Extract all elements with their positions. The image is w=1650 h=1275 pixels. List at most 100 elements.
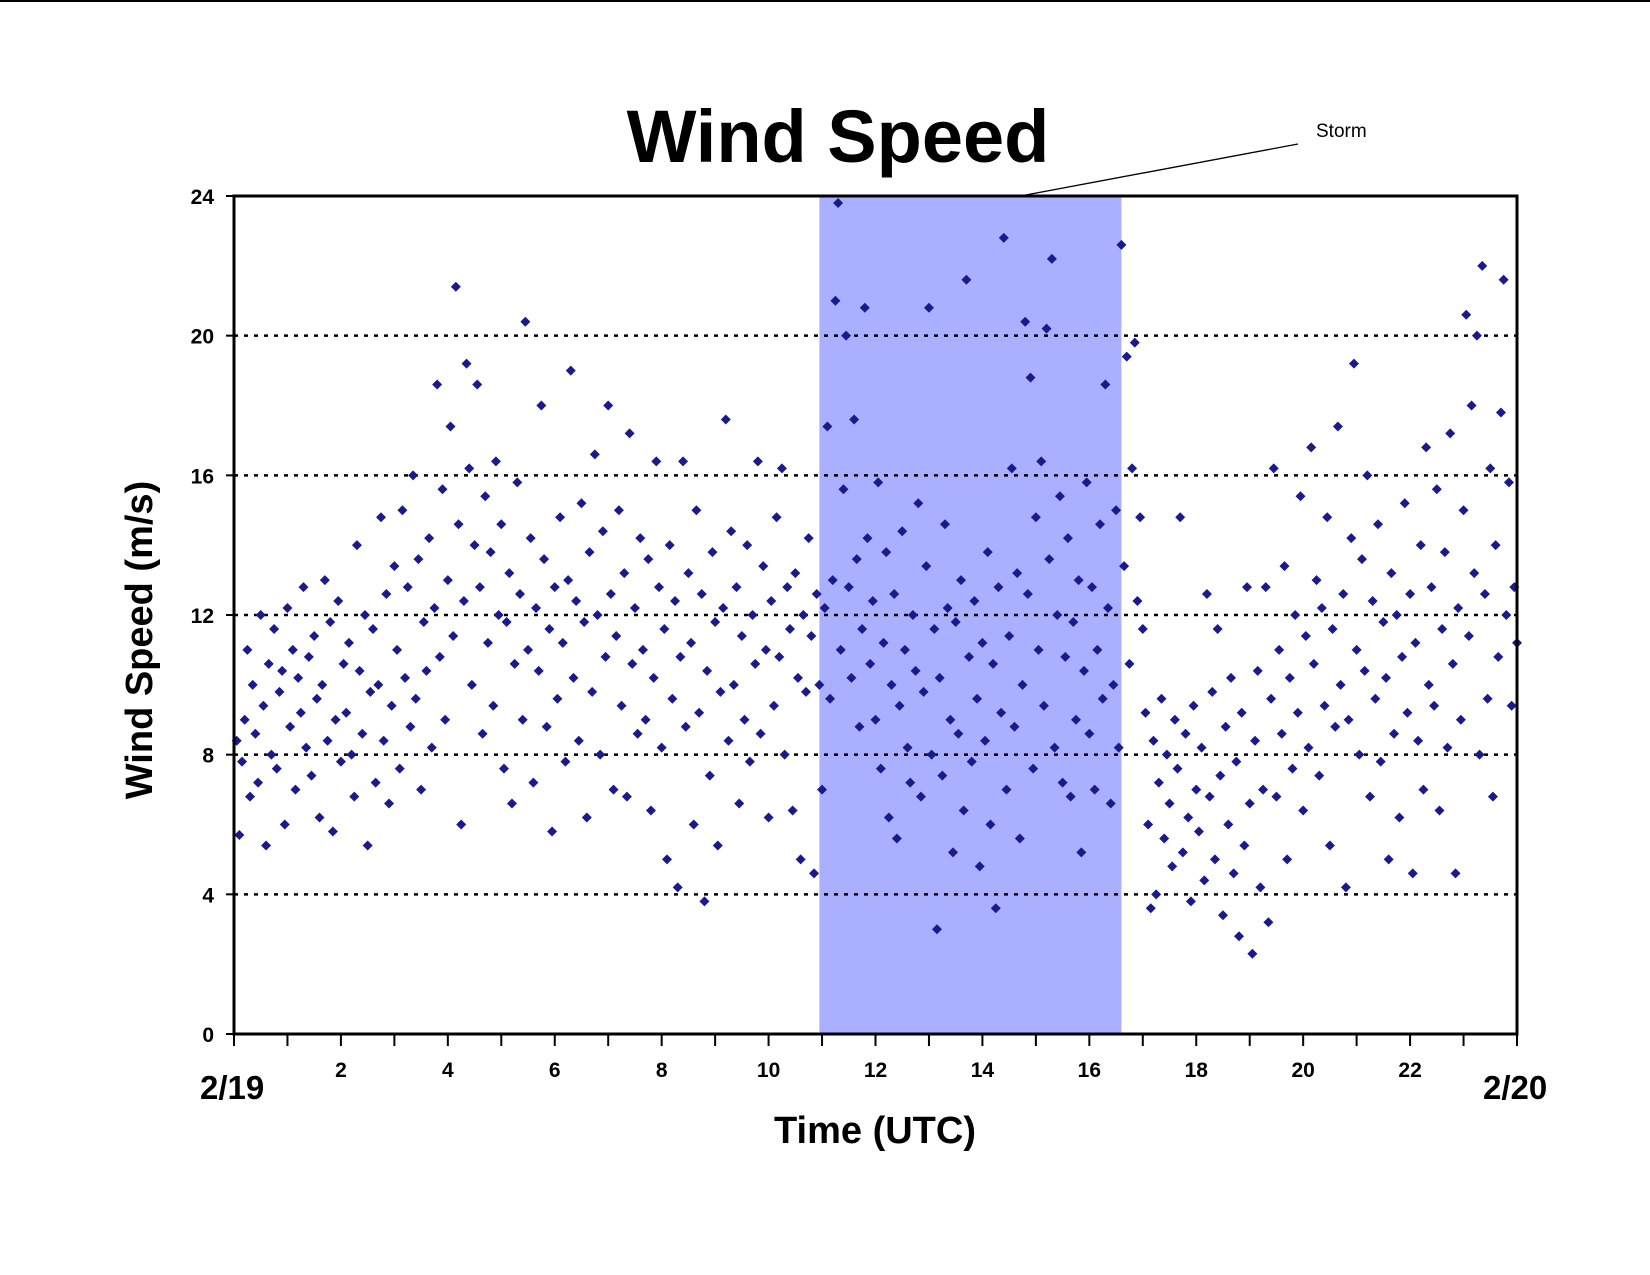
data-point	[1030, 512, 1041, 523]
y-tick-label-12: 12	[191, 605, 214, 628]
data-point	[1311, 575, 1322, 586]
x-start-date-label: 2/19	[200, 1069, 264, 1106]
data-point	[734, 798, 745, 809]
data-point	[343, 637, 354, 648]
data-point	[335, 756, 346, 767]
data-point	[426, 742, 437, 753]
data-point	[485, 547, 496, 558]
data-point	[1038, 700, 1049, 711]
data-point	[1006, 463, 1017, 474]
data-point	[1073, 575, 1084, 586]
data-point	[1113, 742, 1124, 753]
data-point	[1076, 847, 1087, 858]
data-point	[873, 477, 884, 488]
data-point	[803, 533, 814, 544]
data-point	[509, 658, 520, 669]
data-point	[293, 672, 304, 683]
data-point	[432, 379, 443, 390]
data-point	[555, 512, 566, 523]
data-point	[394, 763, 405, 774]
data-point	[1052, 610, 1063, 620]
data-point	[1322, 512, 1333, 523]
data-point	[552, 693, 563, 704]
data-point	[643, 554, 654, 565]
data-point	[795, 854, 806, 865]
data-point	[1220, 721, 1231, 732]
data-point	[985, 819, 996, 830]
data-point	[694, 707, 705, 718]
data-point	[704, 770, 715, 781]
gridlines	[234, 334, 1517, 896]
data-point	[768, 700, 779, 711]
data-point	[966, 756, 977, 767]
chart-title: Wind Speed	[627, 95, 1050, 178]
data-point	[295, 707, 306, 718]
data-point	[405, 721, 416, 732]
data-point	[1017, 679, 1028, 690]
data-point	[891, 833, 902, 844]
data-point	[667, 693, 678, 704]
data-point	[889, 589, 900, 600]
data-point	[1111, 505, 1122, 516]
data-point	[1092, 644, 1103, 655]
data-point	[397, 505, 408, 516]
data-point	[359, 610, 370, 620]
data-point	[629, 603, 640, 614]
data-point	[875, 763, 886, 774]
data-point	[434, 651, 445, 662]
data-point	[1445, 428, 1456, 439]
data-point	[605, 589, 616, 600]
data-point	[958, 805, 969, 816]
data-point	[1324, 840, 1335, 851]
data-point	[635, 533, 646, 544]
data-point	[1295, 491, 1306, 502]
data-point	[894, 700, 905, 711]
x-tick-label-10: 10	[757, 1059, 780, 1082]
data-point	[977, 637, 988, 648]
data-point	[1097, 693, 1108, 704]
data-point	[1145, 903, 1156, 914]
data-point	[330, 714, 341, 725]
data-point	[782, 582, 793, 593]
data-point	[531, 603, 542, 614]
data-point	[1266, 693, 1277, 704]
data-point	[445, 421, 456, 432]
data-point	[854, 721, 865, 732]
data-point	[311, 693, 322, 704]
data-point	[1100, 379, 1111, 390]
data-point	[1506, 700, 1517, 711]
data-point	[1386, 568, 1397, 579]
data-point	[253, 777, 264, 788]
data-point	[1482, 693, 1493, 704]
data-point	[1495, 407, 1506, 418]
data-point	[728, 679, 739, 690]
data-point	[365, 686, 376, 697]
data-point	[1405, 589, 1416, 600]
data-point	[1135, 512, 1146, 523]
data-point	[1271, 791, 1282, 802]
data-point	[1172, 763, 1183, 774]
data-point	[258, 700, 269, 711]
data-point	[1493, 651, 1504, 662]
data-point	[450, 281, 461, 292]
data-point	[306, 770, 317, 781]
data-point	[1078, 665, 1089, 676]
data-point	[702, 665, 713, 676]
data-point	[1306, 442, 1317, 453]
data-point	[611, 630, 622, 641]
data-point	[608, 784, 619, 795]
data-point	[988, 658, 999, 669]
data-point	[825, 693, 836, 704]
data-point	[1276, 728, 1287, 739]
data-point	[1105, 798, 1116, 809]
x-end-date-label: 2/20	[1483, 1069, 1547, 1106]
data-point	[400, 672, 411, 683]
x-tick-label-4: 4	[442, 1059, 454, 1082]
data-point	[1209, 854, 1220, 865]
data-point	[758, 561, 769, 572]
data-point	[429, 603, 440, 614]
data-point	[472, 379, 483, 390]
data-point	[1367, 596, 1378, 607]
data-point	[573, 735, 584, 746]
data-point	[1081, 477, 1092, 488]
